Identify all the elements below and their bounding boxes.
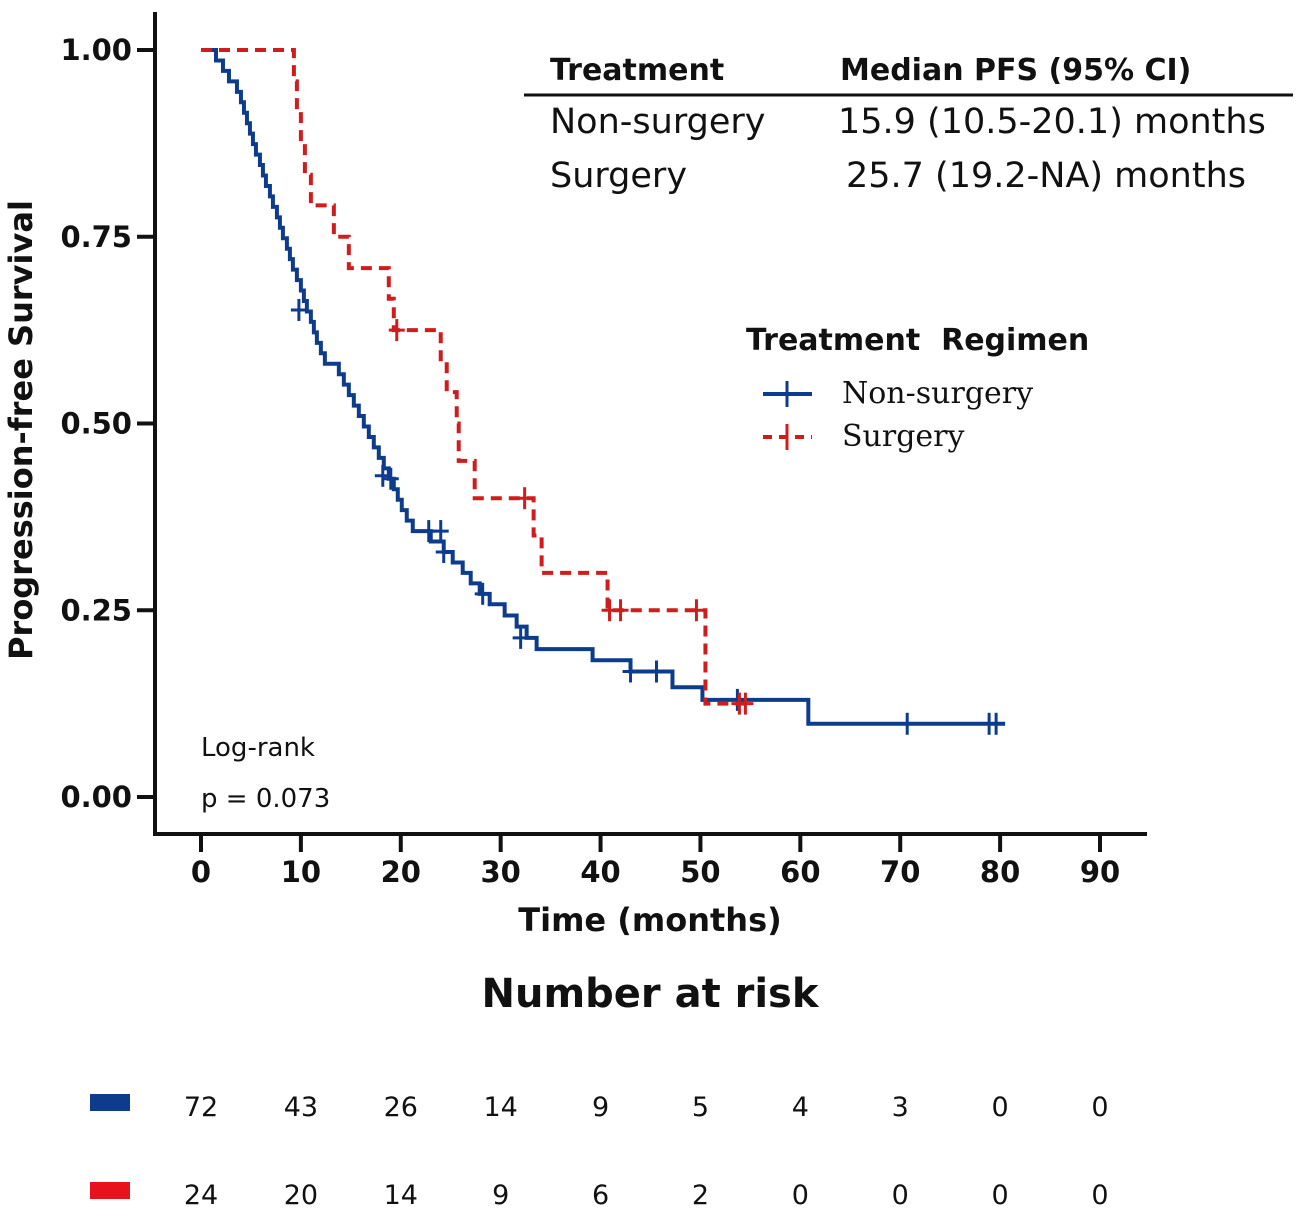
x-tick-label: 50 xyxy=(680,855,720,889)
x-tick-label: 60 xyxy=(780,855,820,889)
x-tick-label: 0 xyxy=(191,855,211,889)
risk-table-title: Number at risk xyxy=(482,971,820,1017)
risk-count: 9 xyxy=(592,1092,609,1123)
risk-count: 20 xyxy=(284,1180,318,1211)
x-tick-label: 70 xyxy=(880,855,920,889)
x-tick-label: 30 xyxy=(480,855,520,889)
risk-count: 0 xyxy=(892,1180,909,1211)
risk-count: 14 xyxy=(483,1092,517,1123)
median-table-row-nonsurgery-label: Non-surgery xyxy=(550,102,765,142)
risk-count: 0 xyxy=(1091,1092,1108,1123)
legend-item-surgery: Surgery xyxy=(763,419,965,454)
risk-count: 0 xyxy=(992,1092,1009,1123)
y-tick-label: 1.00 xyxy=(60,33,132,67)
y-tick-label: 0.50 xyxy=(60,407,132,441)
y-tick-label: 0.25 xyxy=(60,593,132,627)
logrank-pvalue: p = 0.073 xyxy=(201,784,330,814)
risk-count: 9 xyxy=(492,1180,509,1211)
median-table-header-median: Median PFS (95% CI) xyxy=(840,53,1191,88)
risk-count: 26 xyxy=(384,1092,418,1123)
y-ticks: 0.00 0.25 0.50 0.75 1.00 xyxy=(60,33,155,814)
legend-title: Treatment Regimen xyxy=(746,323,1089,358)
risk-count: 4 xyxy=(792,1092,809,1123)
risk-count: 2 xyxy=(692,1180,709,1211)
survival-curves xyxy=(201,48,1006,735)
risk-row-nonsurgery: 72 43 26 14 9 5 4 3 0 0 xyxy=(184,1092,1109,1123)
y-axis-title: Progression-free Survival xyxy=(2,200,40,660)
median-table: Treatment Median PFS (95% CI) Non-surger… xyxy=(524,53,1293,196)
x-tick-label: 20 xyxy=(381,855,421,889)
median-table-row-nonsurgery-value: 15.9 (10.5-20.1) months xyxy=(838,102,1266,142)
legend-label-surgery: Surgery xyxy=(842,419,965,454)
legend-label-nonsurgery: Non-surgery xyxy=(842,376,1033,411)
risk-swatch-nonsurgery xyxy=(90,1094,130,1111)
x-tick-label: 10 xyxy=(281,855,321,889)
risk-count: 0 xyxy=(992,1180,1009,1211)
median-table-row-surgery-label: Surgery xyxy=(550,156,687,196)
risk-swatch-surgery xyxy=(90,1182,130,1199)
risk-count: 3 xyxy=(892,1092,909,1123)
y-tick-label: 0.75 xyxy=(60,220,132,254)
risk-count: 6 xyxy=(592,1180,609,1211)
risk-count: 24 xyxy=(184,1180,218,1211)
x-axis-title: Time (months) xyxy=(518,901,781,939)
legend-item-nonsurgery: Non-surgery xyxy=(763,376,1033,411)
x-ticks: 0 10 20 30 40 50 60 70 80 90 xyxy=(191,834,1120,889)
x-tick-label: 80 xyxy=(980,855,1020,889)
risk-count: 5 xyxy=(692,1092,709,1123)
survival-curve-surgery xyxy=(201,48,746,706)
axes: 0.00 0.25 0.50 0.75 1.00 0 10 20 30 40 50 60 70 80 90 xyxy=(60,12,1147,889)
x-tick-label: 40 xyxy=(580,855,620,889)
x-tick-label: 90 xyxy=(1080,855,1120,889)
risk-count: 0 xyxy=(1091,1180,1108,1211)
median-table-row-surgery-value: 25.7 (19.2-NA) months xyxy=(846,156,1246,196)
logrank-label: Log-rank xyxy=(201,733,315,763)
risk-count: 43 xyxy=(284,1092,318,1123)
risk-count: 14 xyxy=(384,1180,418,1211)
median-table-header-treatment: Treatment xyxy=(550,53,724,88)
risk-count: 72 xyxy=(184,1092,218,1123)
risk-count: 0 xyxy=(792,1180,809,1211)
risk-row-surgery: 24 20 14 9 6 2 0 0 0 0 xyxy=(184,1180,1109,1211)
legend: Treatment Regimen Non-surgery Surgery xyxy=(746,323,1089,454)
y-tick-label: 0.00 xyxy=(60,780,132,814)
